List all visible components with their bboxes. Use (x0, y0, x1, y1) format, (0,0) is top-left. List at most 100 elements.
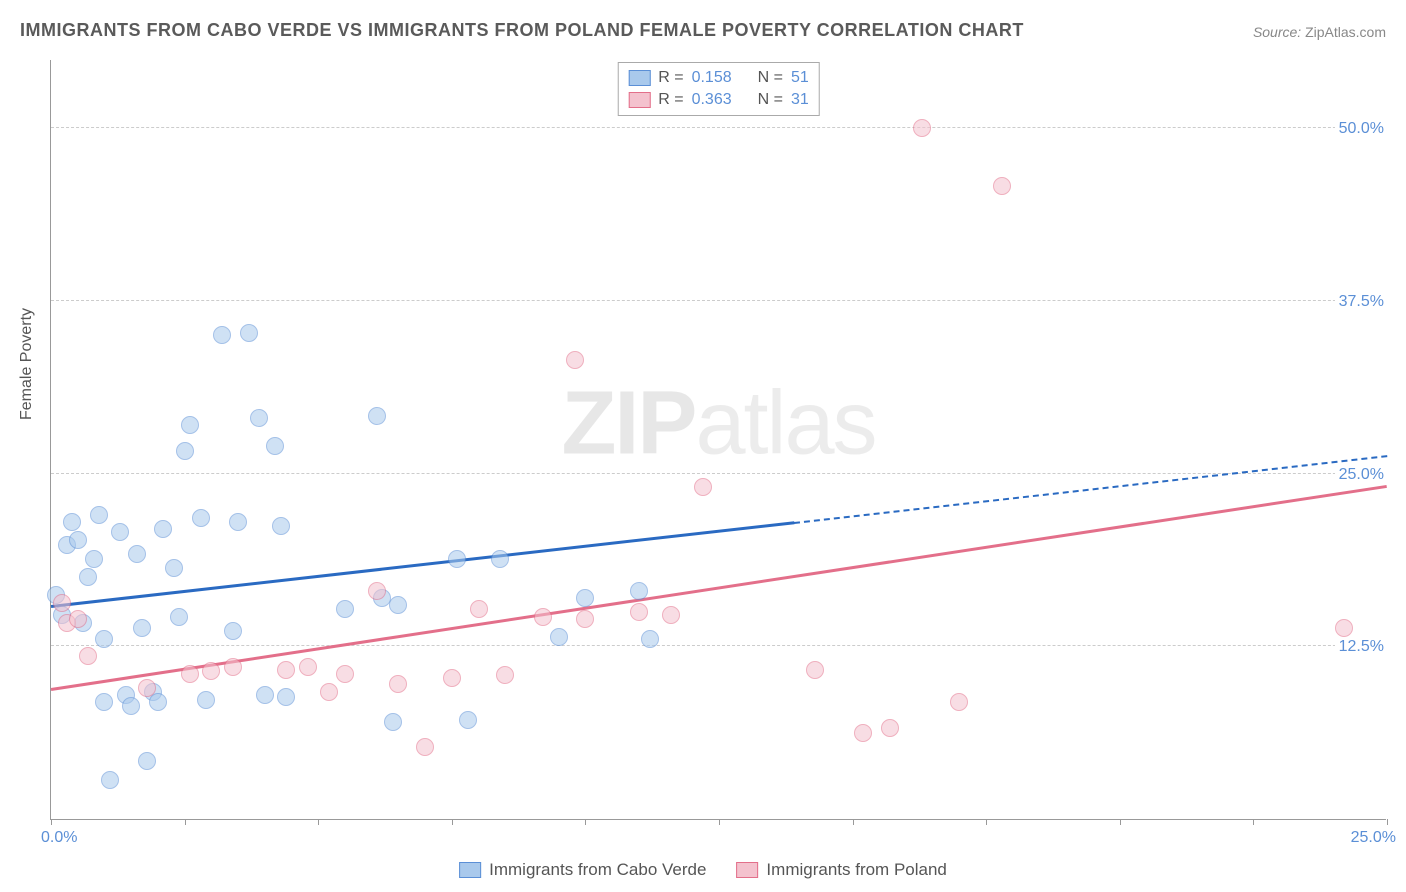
trend-line (794, 455, 1387, 524)
source-label: Source: (1253, 24, 1301, 40)
legend-r-value: 0.363 (692, 91, 732, 109)
legend-label: Immigrants from Poland (766, 860, 946, 880)
x-tick (1253, 819, 1254, 825)
legend-swatch (628, 92, 650, 108)
legend-row: R = 0.158 N = 51 (628, 67, 809, 89)
scatter-point (69, 610, 87, 628)
scatter-point (993, 177, 1011, 195)
legend-n-label: N = (758, 91, 783, 109)
gridline-h (51, 300, 1386, 301)
scatter-point (133, 619, 151, 637)
scatter-point (79, 647, 97, 665)
scatter-point (806, 661, 824, 679)
scatter-point (63, 513, 81, 531)
scatter-point (266, 437, 284, 455)
scatter-point (662, 606, 680, 624)
scatter-point (154, 520, 172, 538)
scatter-point (368, 407, 386, 425)
scatter-point (566, 351, 584, 369)
legend-label: Immigrants from Cabo Verde (489, 860, 706, 880)
scatter-point (69, 531, 87, 549)
watermark: ZIPatlas (561, 373, 875, 476)
legend-swatch (459, 862, 481, 878)
x-tick (1120, 819, 1121, 825)
scatter-point (491, 550, 509, 568)
scatter-point (630, 582, 648, 600)
scatter-point (389, 675, 407, 693)
scatter-point (496, 666, 514, 684)
scatter-point (95, 693, 113, 711)
x-tick (986, 819, 987, 825)
scatter-point (202, 662, 220, 680)
scatter-point (641, 630, 659, 648)
scatter-point (192, 509, 210, 527)
scatter-point (576, 610, 594, 628)
x-tick (318, 819, 319, 825)
chart-title: IMMIGRANTS FROM CABO VERDE VS IMMIGRANTS… (20, 20, 1024, 41)
scatter-point (181, 665, 199, 683)
scatter-point (256, 686, 274, 704)
scatter-point (85, 550, 103, 568)
scatter-point (368, 582, 386, 600)
gridline-h (51, 473, 1386, 474)
legend-row: R =0.363N =31 (628, 89, 809, 111)
scatter-point (170, 608, 188, 626)
scatter-point (277, 661, 295, 679)
scatter-point (459, 711, 477, 729)
source-name: ZipAtlas.com (1305, 24, 1386, 40)
scatter-point (128, 545, 146, 563)
scatter-point (240, 324, 258, 342)
legend-n-value: 51 (791, 69, 809, 87)
legend-item: Immigrants from Cabo Verde (459, 860, 706, 880)
x-tick-label: 25.0% (1351, 829, 1396, 847)
scatter-point (176, 442, 194, 460)
x-tick (51, 819, 52, 825)
scatter-point (950, 693, 968, 711)
y-tick-label: 25.0% (1335, 466, 1388, 484)
y-axis-label: Female Poverty (18, 308, 36, 420)
y-tick-label: 12.5% (1335, 638, 1388, 656)
scatter-point (389, 596, 407, 614)
scatter-point (277, 688, 295, 706)
trend-line (51, 485, 1387, 691)
scatter-point (122, 697, 140, 715)
scatter-point (630, 603, 648, 621)
legend-n-label: N = (758, 69, 783, 87)
x-tick (585, 819, 586, 825)
scatter-point (881, 719, 899, 737)
scatter-point (53, 594, 71, 612)
y-tick-label: 37.5% (1335, 293, 1388, 311)
scatter-point (470, 600, 488, 618)
watermark-thin: atlas (695, 374, 875, 474)
legend-correlation: R =0.158N =51R =0.363N =31 (617, 62, 820, 116)
scatter-point (224, 658, 242, 676)
scatter-point (181, 416, 199, 434)
scatter-point (854, 724, 872, 742)
legend-r-label: R = (658, 91, 683, 109)
x-tick (719, 819, 720, 825)
y-tick-label: 50.0% (1335, 120, 1388, 138)
legend-r-value: 0.158 (692, 69, 732, 87)
scatter-point (224, 622, 242, 640)
scatter-point (250, 409, 268, 427)
scatter-point (213, 326, 231, 344)
legend-swatch (736, 862, 758, 878)
scatter-point (534, 608, 552, 626)
x-tick (452, 819, 453, 825)
legend-item: Immigrants from Poland (736, 860, 946, 880)
plot-area: ZIPatlas R =0.158N =51R =0.363N =31 12.5… (50, 60, 1386, 820)
scatter-point (443, 669, 461, 687)
scatter-point (576, 589, 594, 607)
legend-series: Immigrants from Cabo Verde Immigrants fro… (459, 860, 947, 880)
scatter-point (694, 478, 712, 496)
legend-swatch (628, 70, 650, 86)
scatter-point (95, 630, 113, 648)
x-tick (185, 819, 186, 825)
scatter-point (416, 738, 434, 756)
scatter-point (336, 665, 354, 683)
x-tick-label: 0.0% (41, 829, 77, 847)
scatter-point (1335, 619, 1353, 637)
legend-r-label: R = (658, 69, 683, 87)
scatter-point (913, 119, 931, 137)
scatter-point (101, 771, 119, 789)
